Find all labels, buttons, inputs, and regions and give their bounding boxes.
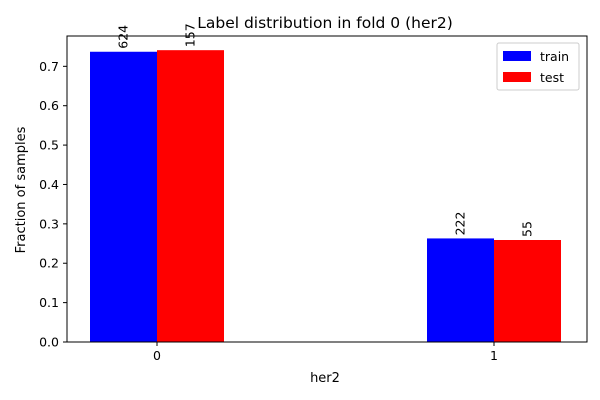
legend-swatch-train [503,51,531,61]
data-label-test-1: 55 [520,221,535,237]
x-tick-label: 0 [153,348,161,363]
bar-train-1 [427,238,494,342]
x-axis-label: her2 [310,371,340,386]
y-tick-label: 0.2 [39,256,59,271]
legend-label-test: test [540,70,564,85]
y-tick-label: 0.0 [39,335,59,350]
y-tick-label: 0.1 [39,295,59,310]
legend: train test [496,42,580,91]
bar-test-0 [157,50,224,342]
data-label-train-1: 222 [453,212,468,236]
data-label-train-0: 624 [116,25,131,49]
x-tick-label: 1 [490,348,498,363]
data-label-test-0: 157 [183,23,198,47]
y-tick-label: 0.6 [39,98,59,113]
y-tick-label: 0.4 [39,177,59,192]
bar-test-1 [494,240,561,342]
bar-train-0 [90,51,157,342]
legend-swatch-test [503,72,531,82]
y-tick-label: 0.7 [39,59,59,74]
y-tick-label: 0.5 [39,138,59,153]
y-tick-label: 0.3 [39,216,59,231]
y-axis-label: Fraction of samples [14,126,29,253]
chart-title: Label distribution in fold 0 (her2) [197,14,453,32]
axes-frame [66,35,588,343]
plot-area: 624 222 157 55 0.0 0.1 0.2 0.3 0.4 0.5 0.6 0.7 0 1 [39,23,588,363]
legend-label-train: train [540,49,569,64]
